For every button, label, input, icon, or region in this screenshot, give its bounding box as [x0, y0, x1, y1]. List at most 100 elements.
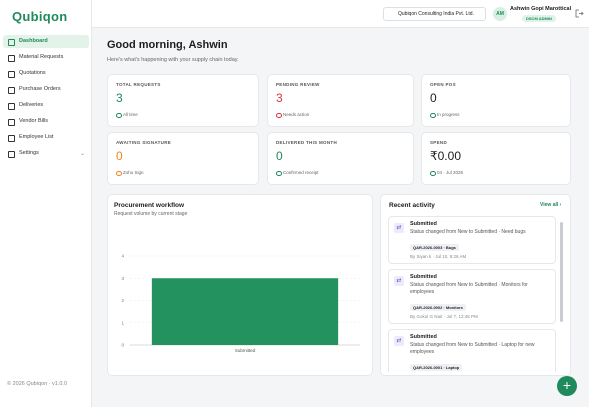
activity-status: Submitted	[410, 221, 437, 227]
nav-icon	[8, 102, 15, 110]
stat-value: 0	[430, 91, 437, 105]
logout-icon[interactable]	[575, 9, 584, 18]
activity-title: Recent activity	[389, 202, 435, 209]
y-tick-label: 4	[121, 254, 124, 259]
view-all-link[interactable]: View all ›	[540, 202, 562, 208]
stat-label: OPEN POS	[430, 82, 456, 87]
stat-icon	[430, 170, 436, 176]
activity-icon: ⇄	[394, 276, 404, 286]
activity-icon: ⇄	[394, 223, 404, 233]
nav-icon	[8, 70, 15, 78]
stat-note: In progress	[437, 112, 460, 117]
sidebar	[0, 0, 92, 407]
stat-label: DELIVERED THIS MONTH	[276, 140, 338, 145]
stat-label: SPEND	[430, 140, 448, 145]
x-tick-label: Submitted	[235, 348, 256, 353]
nav-item[interactable]: Purchase Orders	[3, 83, 89, 96]
nav-label: Settings	[19, 150, 39, 156]
nav-item[interactable]: Employee List	[3, 131, 89, 144]
activity-tag: QAR-2026-0001 · Laptop	[410, 364, 463, 371]
nav-item[interactable]: Settings	[3, 147, 89, 160]
stat-icon	[276, 112, 282, 118]
stat-label: PENDING REVIEW	[276, 82, 320, 87]
nav-label: Purchase Orders	[19, 86, 61, 92]
activity-status: Submitted	[410, 334, 437, 340]
activity-feed: ⇄ Submitted Status changed from New to Sub…	[388, 216, 558, 372]
nav-label: Quotations	[19, 70, 46, 76]
stat-value: 0	[276, 149, 283, 163]
activity-status: Submitted	[410, 274, 437, 280]
nav-icon	[8, 38, 15, 46]
y-tick-label: 2	[121, 298, 124, 303]
chevron: ⌄	[80, 151, 86, 157]
greeting-subtitle: Here's what's happening with your supply…	[107, 57, 239, 63]
nav-icon	[8, 134, 15, 142]
activity-item[interactable]: ⇄ Submitted Status changed from New to Sub…	[388, 269, 556, 324]
stat-card: SPEND ₹0.00 04 · Jul 2026	[421, 132, 571, 185]
scrollbar	[560, 222, 563, 322]
stat-card: PENDING REVIEW 3 Needs action	[267, 74, 414, 127]
stat-icon	[116, 170, 122, 176]
org-name: Qubiqon Consulting India Pvt. Ltd.	[398, 11, 474, 17]
chart: 0 1 2 3 4 Submitted	[121, 254, 360, 353]
logo[interactable]: Qubiqon	[12, 9, 68, 24]
stat-card: OPEN POS 0 In progress	[421, 74, 571, 127]
footer: © 2026 Qubiqon · v1.0.0	[7, 381, 68, 387]
chart-title: Procurement workflow	[114, 202, 185, 209]
activity-text: Status changed from New to Submitted · N…	[410, 229, 526, 235]
user-name: Ashwin Gopi Marottical	[510, 6, 572, 12]
top-bar	[92, 0, 589, 28]
activity-item[interactable]: ⇄ Submitted Status changed from New to Sub…	[388, 216, 556, 264]
fab-button[interactable]: +	[557, 376, 577, 396]
nav-icon	[8, 86, 15, 94]
y-tick-label: 0	[121, 343, 124, 348]
bar	[151, 278, 339, 345]
chart-subtitle: Request volume by current stage	[114, 211, 188, 217]
stat-value: 3	[276, 91, 283, 105]
activity-meta: By Siyan k · Jul 10, 8:26 AM	[410, 254, 467, 259]
nav-label: Vendor Bills	[19, 118, 49, 124]
nav-icon	[8, 150, 15, 158]
nav-label: Employee List	[19, 134, 54, 140]
avatar[interactable]: AM	[493, 7, 507, 21]
stat-note: Needs action	[283, 112, 310, 117]
nav-label: Deliveries	[19, 102, 44, 108]
y-tick-label: 3	[121, 276, 124, 281]
activity-meta: By Gokul G Nair · Jul 7, 12:45 PM	[410, 314, 478, 319]
stat-icon	[430, 112, 436, 118]
nav-item[interactable]: Vendor Bills	[3, 115, 89, 128]
stat-value: ₹0.00	[430, 149, 461, 163]
nav-item[interactable]: Deliveries	[3, 99, 89, 112]
stat-card: AWAITING SIGNATURE 0 Zoho Sign	[107, 132, 259, 185]
nav-label: Dashboard	[19, 38, 48, 44]
greeting-title: Good morning, Ashwin	[107, 39, 228, 51]
nav-icon	[8, 54, 15, 62]
stat-note: 04 · Jul 2026	[437, 170, 464, 175]
org-selector[interactable]: Qubiqon Consulting India Pvt. Ltd.	[383, 7, 486, 21]
stat-label: AWAITING SIGNATURE	[116, 140, 172, 145]
stat-note: Zoho Sign	[123, 170, 144, 175]
nav-item[interactable]: Quotations	[3, 67, 89, 80]
stat-icon	[276, 170, 282, 176]
stat-value: 0	[116, 149, 123, 163]
role-badge: DSCM ADMIN	[522, 15, 556, 22]
stat-note: All time	[123, 112, 138, 117]
activity-text: Status changed from New to Submitted · L…	[410, 342, 535, 355]
nav-label: Material Requests	[19, 54, 64, 60]
stat-icon	[116, 112, 122, 118]
activity-text: Status changed from New to Submitted · M…	[410, 282, 528, 295]
nav-item[interactable]: Material Requests	[3, 51, 89, 64]
nav-icon	[8, 118, 15, 126]
activity-tag: QAR-2026-0002 · Monitors	[410, 304, 466, 311]
stat-note: Confirmed receipt	[283, 170, 319, 175]
stat-value: 3	[116, 91, 123, 105]
nav-item[interactable]: Dashboard	[3, 35, 89, 48]
activity-tag: QAR-2026-0003 · Bugs	[410, 244, 459, 251]
stat-label: TOTAL REQUESTS	[116, 82, 161, 87]
activity-item[interactable]: ⇄ Submitted Status changed from New to Sub…	[388, 329, 556, 372]
y-tick-label: 1	[121, 320, 124, 325]
activity-icon: ⇄	[394, 336, 404, 346]
stat-card: TOTAL REQUESTS 3 All time	[107, 74, 259, 127]
stat-card: DELIVERED THIS MONTH 0 Confirmed receipt	[267, 132, 414, 185]
